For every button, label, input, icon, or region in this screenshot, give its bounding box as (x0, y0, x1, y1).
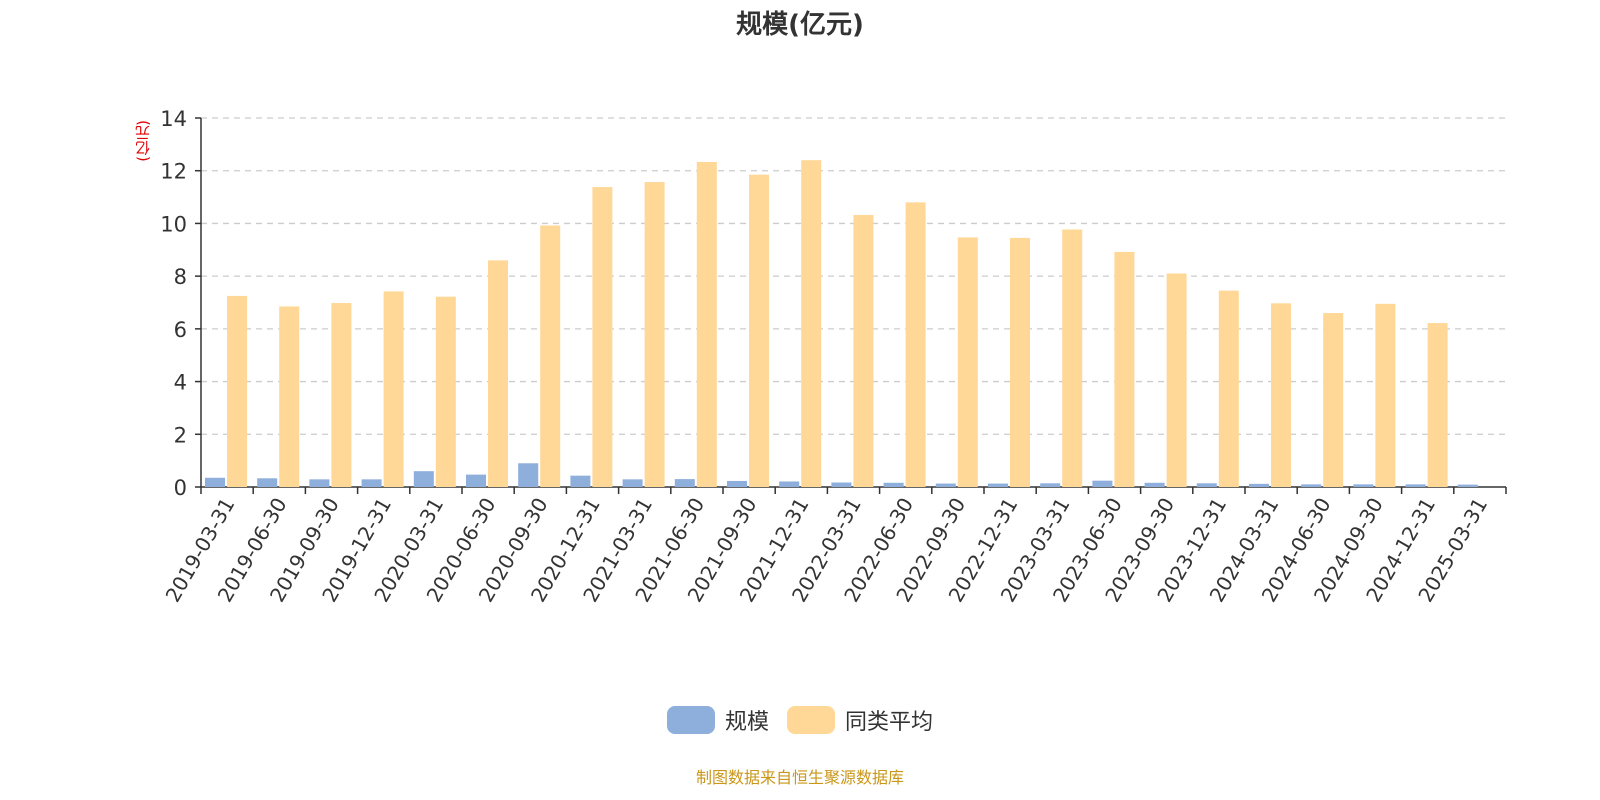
y-tick-label: 14 (160, 107, 187, 131)
bar-peer-average (1375, 303, 1396, 487)
y-tick-label: 4 (174, 371, 187, 395)
bar-peer-average (1010, 237, 1030, 487)
legend-item-peer-average[interactable]: 同类平均 (787, 704, 933, 736)
bar-scale (518, 463, 539, 487)
legend-swatch-scale (666, 706, 715, 734)
y-tick-label: 0 (174, 476, 187, 500)
data-source-note: 制图数据来自恒生聚源数据库 (695, 768, 904, 787)
bar-scale (1405, 484, 1426, 487)
bar-scale (309, 479, 330, 487)
bar-scale (1301, 484, 1322, 487)
bar-peer-average (749, 174, 769, 488)
bar-peer-average (331, 303, 352, 487)
bar-scale (1040, 483, 1061, 487)
chart-title: 规模(亿元) (736, 10, 864, 40)
y-tick-label: 8 (174, 265, 187, 289)
bar-scale (257, 478, 278, 487)
bar-scale (1196, 483, 1217, 487)
bar-scale (1144, 482, 1165, 487)
bar-peer-average (435, 296, 456, 487)
bar-scale (779, 481, 800, 487)
bar-scale (1457, 484, 1478, 487)
bar-peer-average (696, 162, 717, 488)
bar-peer-average (1114, 251, 1135, 487)
bar-peer-average (1166, 273, 1187, 487)
bar-peer-average (1427, 323, 1448, 487)
bar-scale (466, 474, 486, 487)
bar-peer-average (1062, 229, 1083, 487)
legend-swatch-peer-average (787, 706, 835, 734)
bar-peer-average (644, 182, 665, 487)
bar-scale (413, 471, 434, 487)
bar-peer-average (279, 306, 300, 487)
bar-peer-average (801, 160, 822, 487)
y-tick-label: 6 (174, 318, 187, 342)
bar-scale (1249, 483, 1269, 487)
y-tick-label: 12 (160, 160, 187, 184)
y-tick-label: 10 (160, 212, 187, 236)
legend-label-scale: 规模 (724, 710, 769, 735)
bar-peer-average (383, 291, 404, 487)
bar-scale (883, 482, 904, 487)
bar-peer-average (1271, 303, 1291, 487)
bar-peer-average (488, 260, 508, 487)
bar-peer-average (957, 237, 978, 487)
bar-scale (570, 475, 591, 487)
bar-peer-average (592, 187, 613, 487)
bar-scale (935, 483, 956, 487)
bar-scale (1092, 480, 1113, 487)
bar-scale (674, 479, 695, 487)
bar-scale (205, 477, 225, 487)
legend-item-scale[interactable]: 规模 (666, 704, 769, 736)
bar-scale (988, 483, 1008, 487)
bar-scale (727, 480, 747, 487)
legend-label-peer-average: 同类平均 (845, 710, 934, 735)
bar-peer-average (1323, 313, 1344, 487)
bar-scale (622, 479, 643, 487)
legend: 规模 同类平均 (0, 704, 1600, 736)
bar-scale (831, 482, 852, 487)
y-tick-label: 2 (174, 423, 187, 447)
bar-scale (361, 479, 382, 487)
bar-chart: 024681012142019-03-312019-06-302019-09-3… (160, 107, 1507, 606)
bar-peer-average (905, 202, 926, 488)
bar-peer-average (227, 295, 247, 487)
bar-peer-average (1218, 290, 1239, 487)
bar-scale (1353, 484, 1374, 487)
bar-peer-average (853, 214, 874, 487)
bar-peer-average (540, 225, 561, 487)
